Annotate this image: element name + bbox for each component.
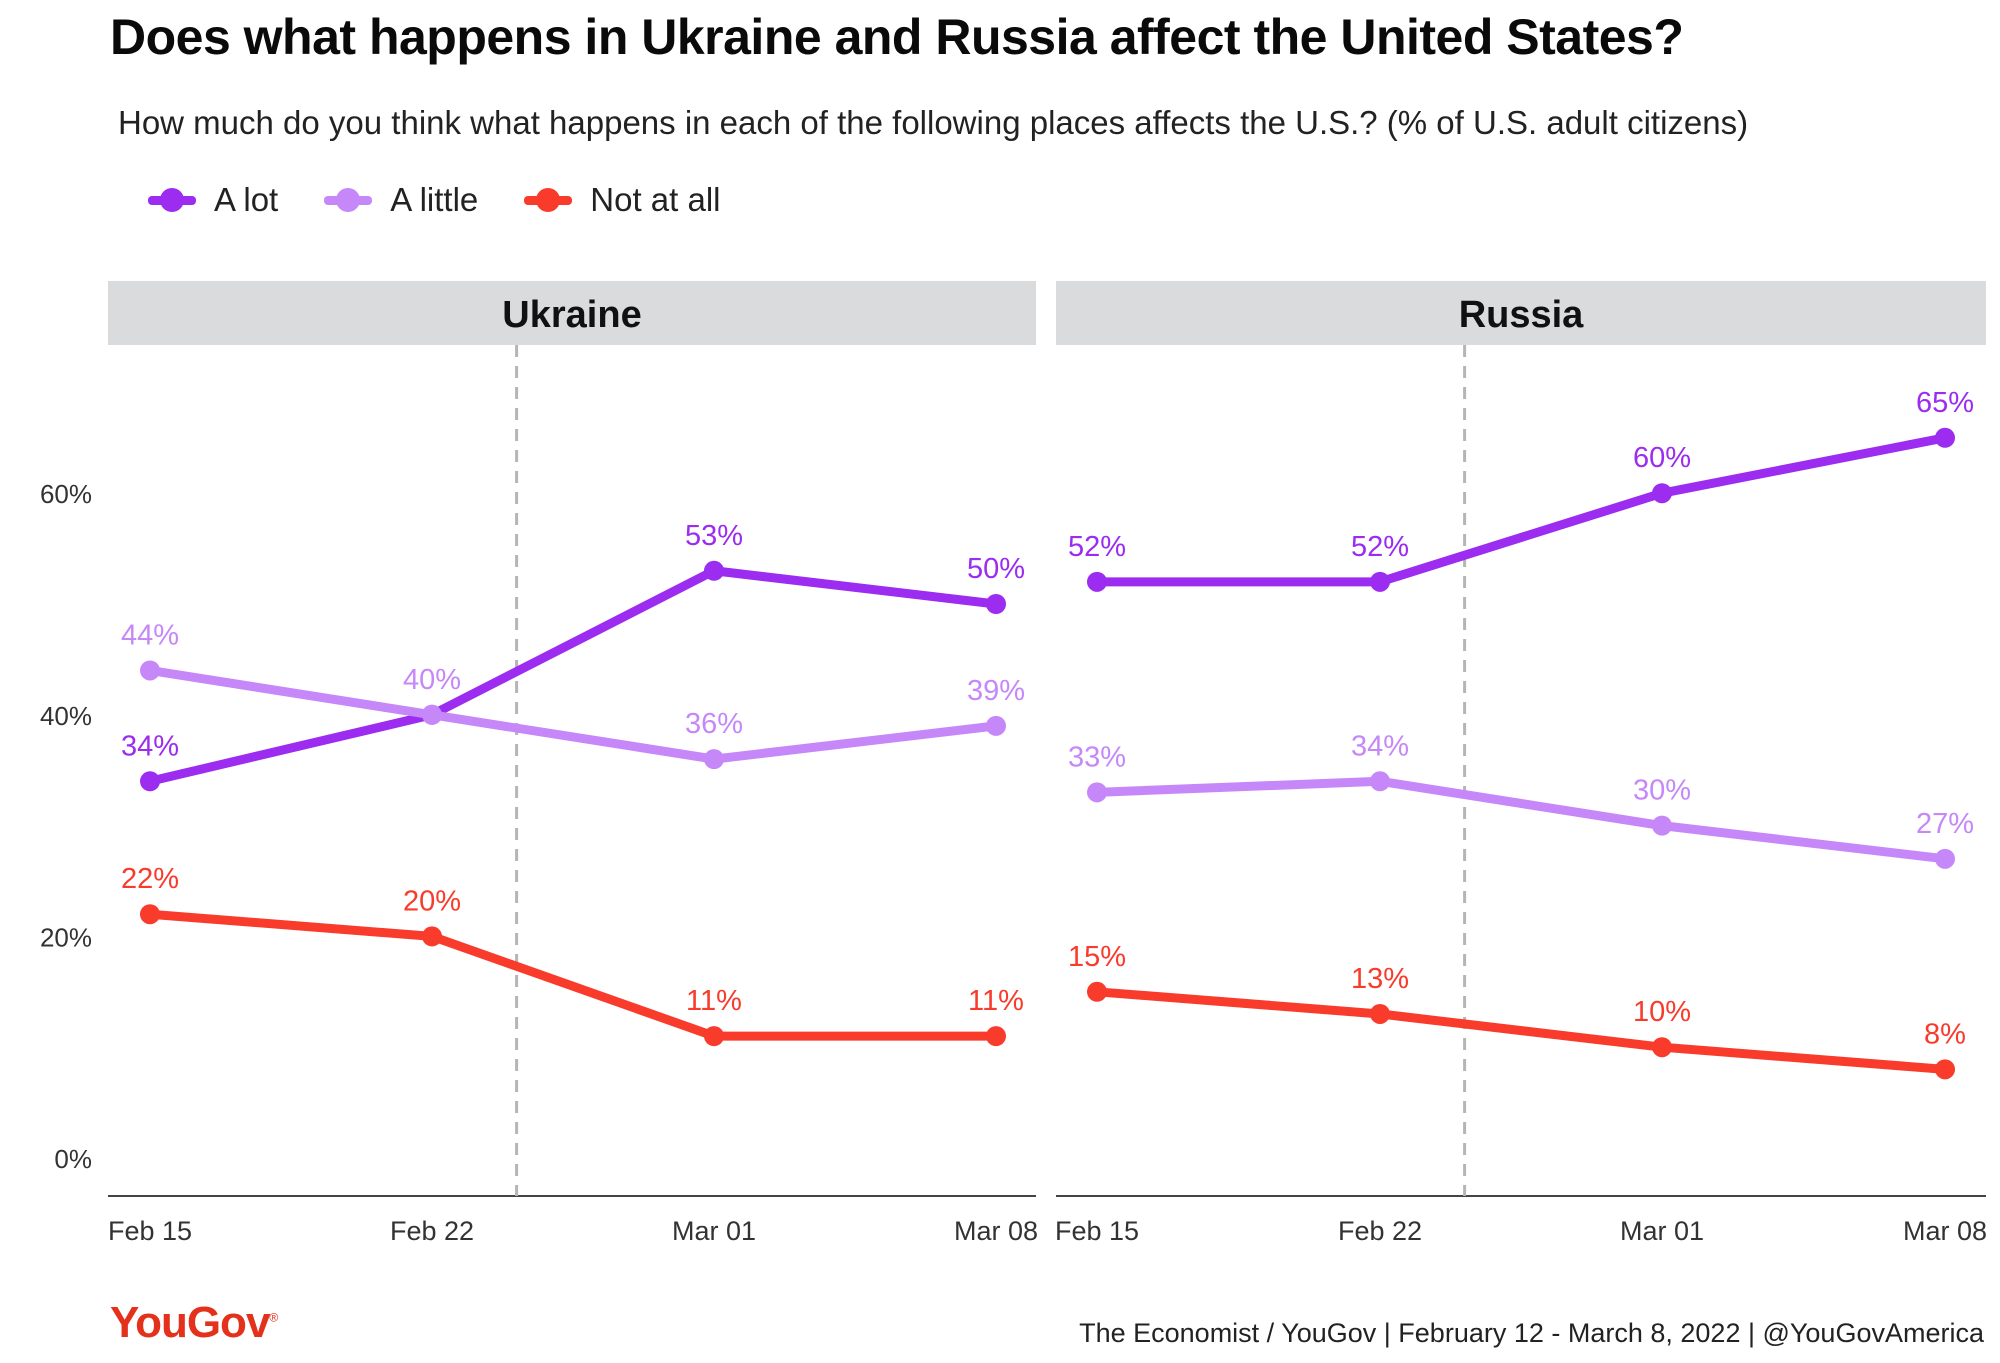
x-tick-label-ukraine-feb-22: Feb 22 xyxy=(390,1216,474,1246)
data-label-ukraine-not-at-all-feb-22: 20% xyxy=(403,885,461,917)
data-point-ukraine-a-lot-mar-08 xyxy=(986,594,1006,614)
legend-swatch-a-little xyxy=(324,188,373,212)
data-point-ukraine-not-at-all-feb-15 xyxy=(140,904,160,925)
legend-label-not-at-all: Not at all xyxy=(590,181,721,218)
series-line-russia-a-lot xyxy=(1092,433,1950,587)
data-point-russia-a-little-mar-01 xyxy=(1652,815,1672,836)
data-label-russia-a-lot-mar-01: 60% xyxy=(1633,442,1691,474)
data-label-russia-a-little-mar-08: 27% xyxy=(1916,808,1974,840)
data-point-russia-a-lot-feb-15 xyxy=(1087,571,1107,592)
x-tick-label-ukraine-feb-15: Feb 15 xyxy=(108,1216,192,1246)
legend-swatch-not-at-all xyxy=(524,188,573,212)
panel-title-ukraine: Ukraine xyxy=(502,294,641,336)
x-tick-label-ukraine-mar-01: Mar 01 xyxy=(672,1216,756,1246)
data-point-russia-not-at-all-feb-15 xyxy=(1087,981,1107,1002)
x-tick-label-russia-feb-15: Feb 15 xyxy=(1055,1216,1139,1246)
data-label-russia-a-lot-mar-08: 65% xyxy=(1916,387,1974,419)
data-point-russia-not-at-all-mar-08 xyxy=(1935,1059,1955,1080)
series-line-russia-not-at-all xyxy=(1092,987,1950,1074)
legend: A lot A little Not at all xyxy=(148,175,767,225)
data-label-ukraine-not-at-all-mar-08: 11% xyxy=(968,985,1024,1017)
y-tick-label-0: 0% xyxy=(54,1144,92,1174)
y-tick-label-60: 60% xyxy=(40,479,92,509)
legend-item-not-at-all: Not at all xyxy=(524,181,721,219)
data-label-ukraine-not-at-all-feb-15: 22% xyxy=(121,863,179,895)
y-tick-label-20: 20% xyxy=(40,922,92,952)
data-label-ukraine-a-little-feb-22: 40% xyxy=(403,664,461,696)
data-point-russia-a-lot-feb-22 xyxy=(1370,571,1390,592)
legend-swatch-a-lot xyxy=(148,188,196,212)
data-point-russia-a-little-mar-08 xyxy=(1935,848,1955,869)
data-label-ukraine-a-little-feb-15: 44% xyxy=(121,619,179,651)
yougov-logo-text: YouGov xyxy=(110,1298,270,1347)
data-label-ukraine-a-little-mar-08: 39% xyxy=(967,675,1025,707)
data-label-russia-not-at-all-mar-01: 10% xyxy=(1633,996,1691,1028)
series-line-russia-a-little xyxy=(1092,776,1950,864)
chart-subtitle: How much do you think what happens in ea… xyxy=(118,104,1749,141)
series-line-ukraine-a-little xyxy=(145,665,1001,764)
registered-mark: ® xyxy=(269,1310,278,1325)
data-label-russia-not-at-all-feb-15: 15% xyxy=(1068,941,1126,973)
x-tick-label-ukraine-mar-08: Mar 08 xyxy=(954,1216,1038,1246)
data-point-ukraine-a-lot-mar-01 xyxy=(704,560,724,581)
data-point-ukraine-not-at-all-mar-01 xyxy=(704,1026,724,1047)
data-point-russia-a-lot-mar-01 xyxy=(1652,483,1672,504)
data-point-ukraine-a-lot-feb-15 xyxy=(140,771,160,792)
data-label-russia-not-at-all-feb-22: 13% xyxy=(1351,963,1409,995)
data-point-russia-a-little-feb-22 xyxy=(1370,771,1390,792)
data-point-ukraine-a-little-feb-22 xyxy=(422,704,442,725)
data-label-ukraine-a-lot-mar-08: 50% xyxy=(967,553,1025,585)
yougov-logo: YouGov® xyxy=(110,1298,278,1348)
legend-label-a-lot: A lot xyxy=(214,181,279,218)
data-label-ukraine-a-lot-mar-01: 53% xyxy=(685,520,743,552)
data-label-ukraine-not-at-all-mar-01: 11% xyxy=(686,985,742,1017)
panel-header-russia xyxy=(1056,281,1986,345)
data-point-ukraine-a-little-feb-15 xyxy=(140,660,160,681)
panel-header-ukraine xyxy=(108,281,1036,345)
data-point-ukraine-not-at-all-feb-22 xyxy=(422,926,442,947)
x-tick-label-russia-feb-22: Feb 22 xyxy=(1338,1216,1422,1246)
data-label-russia-a-lot-feb-15: 52% xyxy=(1068,531,1126,563)
data-label-russia-a-little-feb-15: 33% xyxy=(1068,741,1126,773)
data-label-russia-a-lot-feb-22: 52% xyxy=(1351,531,1409,563)
data-point-ukraine-not-at-all-mar-08 xyxy=(986,1026,1006,1047)
x-tick-label-russia-mar-01: Mar 01 xyxy=(1620,1216,1704,1246)
data-point-russia-not-at-all-mar-01 xyxy=(1652,1037,1672,1058)
data-label-ukraine-a-lot-feb-15: 34% xyxy=(121,730,179,762)
data-point-ukraine-a-little-mar-01 xyxy=(704,749,724,770)
legend-item-a-lot: A lot xyxy=(148,181,278,219)
legend-label-a-little: A little xyxy=(390,181,479,218)
data-label-ukraine-a-little-mar-01: 36% xyxy=(685,708,743,740)
source-note: The Economist / YouGov | February 12 - M… xyxy=(1079,1318,1984,1348)
y-tick-label-40: 40% xyxy=(40,701,92,731)
data-label-russia-a-little-feb-22: 34% xyxy=(1351,730,1409,762)
data-point-russia-a-lot-mar-08 xyxy=(1935,427,1955,448)
data-point-russia-not-at-all-feb-22 xyxy=(1370,1003,1390,1024)
series-line-ukraine-not-at-all xyxy=(145,909,1001,1041)
data-point-russia-a-little-feb-15 xyxy=(1087,782,1107,803)
data-label-russia-not-at-all-mar-08: 8% xyxy=(1924,1018,1966,1050)
series-line-ukraine-a-lot xyxy=(145,566,1001,786)
legend-item-a-little: A little xyxy=(324,181,478,219)
chart-title: Does what happens in Ukraine and Russia … xyxy=(110,9,1684,65)
data-point-ukraine-a-little-mar-08 xyxy=(986,715,1006,736)
x-tick-label-russia-mar-08: Mar 08 xyxy=(1903,1216,1987,1246)
panel-title-russia: Russia xyxy=(1459,294,1584,336)
data-label-russia-a-little-mar-01: 30% xyxy=(1633,775,1691,807)
